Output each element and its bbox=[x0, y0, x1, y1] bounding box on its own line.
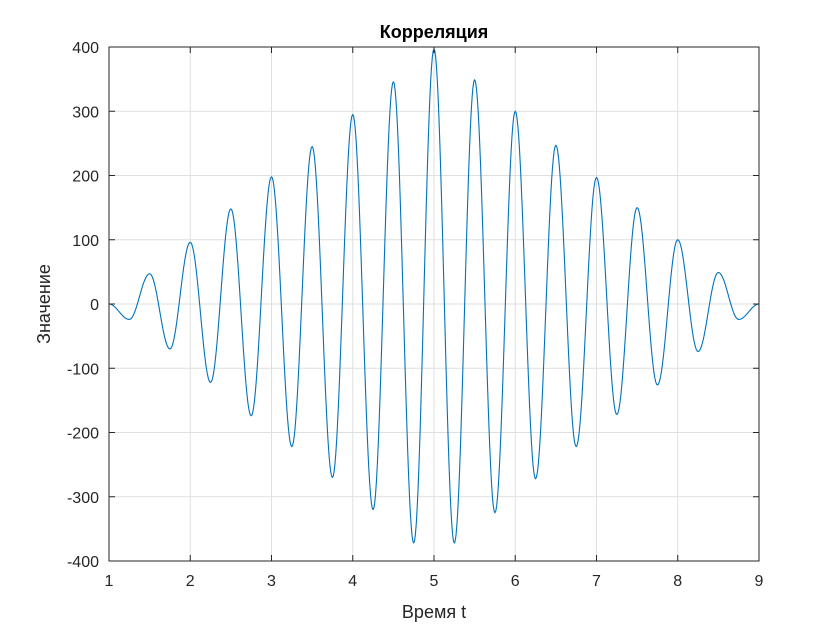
x-axis-title: Время t bbox=[402, 602, 466, 622]
y-tick-label: 200 bbox=[72, 169, 99, 186]
x-tick-label: 6 bbox=[511, 573, 520, 590]
tick-labels: 1 2 3 4 5 6 7 8 9 -400 -300 -200 -100 0 100 200 300 400 bbox=[67, 40, 764, 590]
x-tick-label: 8 bbox=[673, 573, 682, 590]
x-tick-label: 2 bbox=[186, 573, 195, 590]
y-tick-label: 400 bbox=[72, 40, 99, 57]
x-tick-label: 5 bbox=[430, 573, 439, 590]
chart-title: Корреляция bbox=[380, 22, 489, 42]
x-tick-label: 3 bbox=[267, 573, 276, 590]
y-axis-title: Значение bbox=[34, 264, 54, 344]
ticks bbox=[108, 46, 760, 562]
y-tick-label: -300 bbox=[67, 490, 99, 507]
x-tick-label: 7 bbox=[592, 573, 601, 590]
x-tick-label: 1 bbox=[105, 573, 114, 590]
x-tick-label: 9 bbox=[755, 573, 764, 590]
x-tick-label: 4 bbox=[348, 573, 357, 590]
y-tick-label: 0 bbox=[90, 297, 99, 314]
y-tick-label: 100 bbox=[72, 233, 99, 250]
y-tick-label: -400 bbox=[67, 554, 99, 571]
y-tick-label: -100 bbox=[67, 361, 99, 378]
y-tick-label: -200 bbox=[67, 426, 99, 443]
y-tick-label: 300 bbox=[72, 104, 99, 121]
